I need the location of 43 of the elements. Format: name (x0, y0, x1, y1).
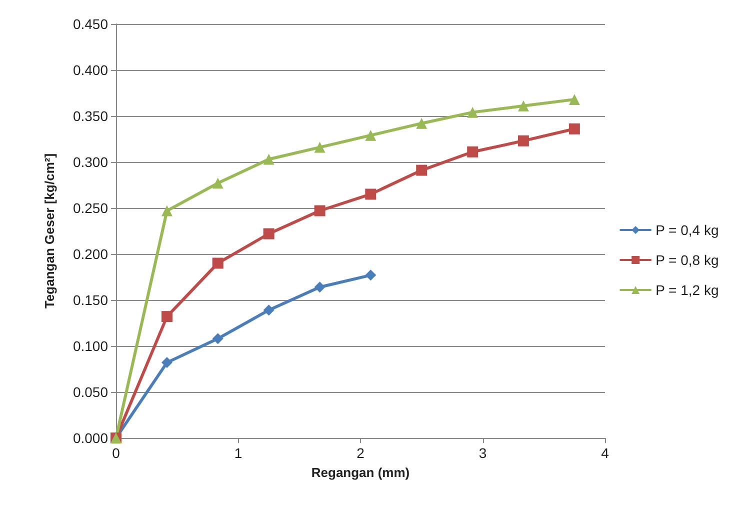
x-tick-label: 1 (234, 445, 242, 461)
point (263, 304, 274, 316)
y-tick-label: 0.250 (72, 200, 108, 216)
point (416, 118, 428, 129)
y-tick-label: 0.450 (72, 16, 108, 32)
point (365, 130, 376, 141)
x-axis-title: Regangan (mm) (311, 465, 410, 480)
point (314, 142, 326, 153)
point (212, 333, 224, 344)
point (518, 135, 529, 146)
y-axis-title: Tegangan Geser [kg/cm²] (42, 153, 57, 309)
y-tick-label: 0.400 (72, 62, 108, 78)
point (263, 228, 274, 240)
point (314, 205, 326, 216)
y-tick-label: 0.000 (72, 430, 108, 446)
x-tick-label: 4 (601, 445, 610, 461)
legend-label: P = 1,2 kg (656, 282, 719, 298)
legend-label: P = 0,8 kg (656, 252, 719, 268)
point (263, 154, 274, 165)
x-tick-label: 0 (112, 445, 120, 461)
x-tick-label: 3 (478, 445, 487, 461)
y-tick-label: 0.300 (72, 154, 108, 170)
y-tick-label: 0.350 (72, 108, 108, 124)
y-tick-label: 0.150 (72, 292, 108, 308)
point (365, 270, 376, 281)
legend-label: P = 0,4 kg (656, 222, 719, 238)
point (161, 311, 172, 322)
point (568, 123, 580, 134)
point (467, 146, 478, 158)
point (161, 357, 172, 368)
point (416, 164, 428, 176)
point (467, 106, 478, 118)
x-tick-label: 2 (356, 445, 365, 461)
point (518, 100, 529, 112)
point (161, 205, 172, 216)
y-tick-label: 0.100 (72, 338, 108, 354)
point (212, 258, 224, 269)
y-tick-label: 0.200 (72, 246, 108, 262)
point (365, 188, 376, 200)
point (212, 178, 224, 189)
point (568, 94, 580, 105)
y-tick-label: 0.050 (72, 384, 108, 400)
point (314, 282, 326, 293)
